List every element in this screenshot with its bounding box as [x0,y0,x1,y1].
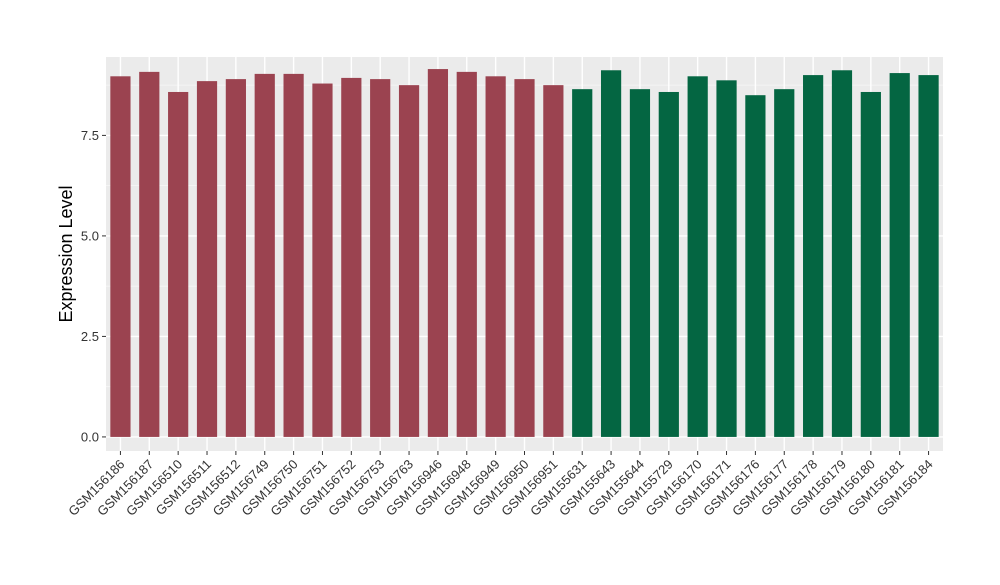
bar-GSM156186 [110,76,131,437]
bar-GSM156951 [543,85,564,437]
bar-GSM155643 [600,70,622,437]
bar-GSM156181 [889,73,910,437]
bar-GSM156177 [774,89,795,437]
y-tick-label: 2.5 [81,329,99,344]
bar-GSM156170 [687,76,708,437]
bar-GSM156180 [860,91,881,437]
bar-GSM156512 [225,79,246,437]
bar-GSM156751 [312,83,333,437]
bar-GSM156178 [803,75,824,437]
bar-GSM156510 [168,91,189,437]
bar-GSM156176 [745,95,766,437]
bar-GSM156948 [456,71,477,437]
bar-GSM156950 [514,79,535,437]
y-tick-label: 7.5 [81,128,99,143]
bar-GSM156752 [341,77,362,437]
bar-GSM155729 [658,91,679,437]
bar-GSM156749 [254,73,275,437]
y-axis: 0.0 2.5 5.0 7.5 [81,128,106,444]
bar-GSM156750 [283,73,304,437]
bar-GSM156753 [370,79,391,437]
bar-GSM156187 [139,71,160,437]
x-axis: GSM156186GSM156187GSM156510GSM156511GSM1… [65,451,936,519]
bar-GSM156184 [918,75,939,437]
bar-GSM156946 [427,69,449,437]
bar-GSM156763 [398,85,420,437]
bars [110,69,939,437]
bar-GSM156949 [485,76,506,437]
y-axis-title: Expression Level [56,185,76,322]
bar-GSM156171 [716,80,737,437]
y-tick-label: 5.0 [81,228,99,243]
bar-GSM155631 [572,89,593,437]
y-tick-label: 0.0 [81,429,99,444]
bar-GSM155644 [629,89,651,437]
bar-GSM156179 [831,70,853,437]
bar-GSM156511 [196,81,218,437]
